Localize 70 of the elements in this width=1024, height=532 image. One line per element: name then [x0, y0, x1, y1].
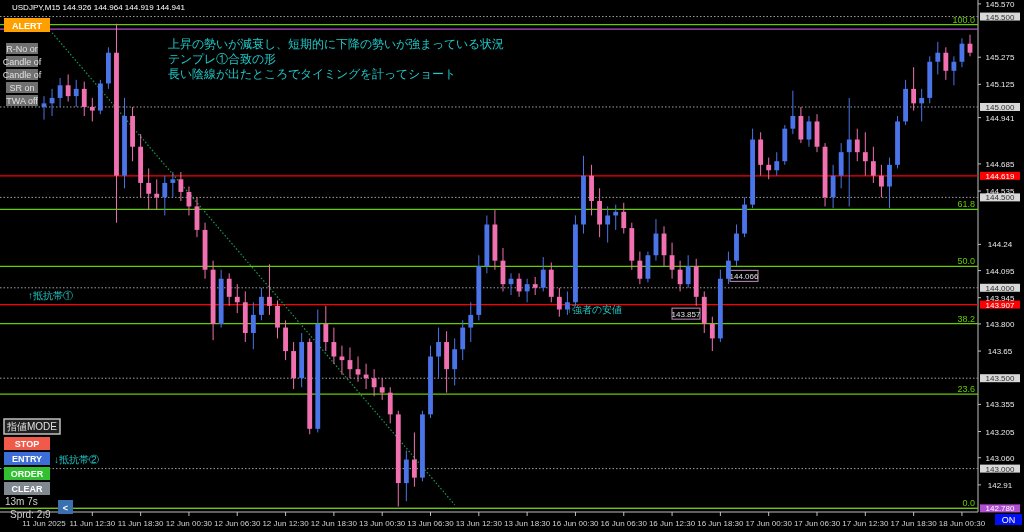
- ref-line-label: 144.619: [985, 171, 1016, 181]
- y-tick-label: 143.945: [985, 293, 1016, 303]
- annotation: ENTRY: [11, 454, 43, 464]
- chart-title: USDJPY,M15 144.926 144.964 144.919 144.941: [12, 3, 186, 12]
- text: 13m 7s: [5, 496, 38, 507]
- x-tick-label: 11 Jun 12:30: [69, 519, 116, 528]
- ref-line-label: 100.0: [952, 14, 975, 25]
- y-tick-label: 143.060: [985, 453, 1016, 463]
- x-tick-label: 17 Jun 06:30: [793, 519, 841, 528]
- annotation: ↑強者の安値: [567, 304, 622, 315]
- text: TWA off: [6, 96, 39, 106]
- text: SR on: [9, 83, 35, 93]
- ref-line-label: 61.8: [957, 199, 975, 210]
- ref-line-label: 143.907: [985, 300, 1016, 310]
- y-tick-label: 145.125: [985, 80, 1016, 90]
- text: ON: [1001, 515, 1016, 525]
- y-tick-label: 142.91: [987, 480, 1013, 490]
- x-tick-label: 12 Jun 18:30: [310, 519, 358, 528]
- ref-line-label: 145.000: [985, 102, 1016, 112]
- text: STOP: [14, 439, 40, 449]
- ref-line-label: 23.6: [957, 384, 975, 395]
- ref-line-label: 144.000: [985, 283, 1016, 293]
- x-tick-label: 12 Jun 00:30: [165, 519, 213, 528]
- x-tick-label: 16 Jun 18:30: [697, 519, 745, 528]
- ref-line-label: 0.0: [962, 498, 975, 509]
- y-tick-label: 145.275: [985, 53, 1016, 63]
- x-tick-label: 13 Jun 18:30: [504, 519, 551, 528]
- x-tick-label: 18 Jun 00:30: [938, 519, 986, 528]
- annotation: <: [62, 502, 69, 513]
- annotation: ↑抵抗帯①: [28, 290, 73, 301]
- annotation: テンプレ①合致の形: [168, 52, 276, 66]
- x-tick-label: 16 Jun 12:30: [648, 519, 696, 528]
- ref-line-label: 143.500: [985, 374, 1016, 384]
- y-tick-label: 143.355: [985, 400, 1016, 410]
- x-tick-label: 13 Jun 12:30: [455, 519, 503, 528]
- x-tick-label: 12 Jun 06:30: [214, 519, 261, 528]
- y-tick-label: 143.205: [985, 427, 1016, 437]
- annotation: 指値MODE: [6, 421, 58, 432]
- annotation: 上昇の勢いが減衰し、短期的に下降の勢いが強まっている状況: [168, 37, 504, 51]
- x-tick-label: 17 Jun 00:30: [745, 519, 793, 528]
- x-tick-label: 11 Jun 2025: [22, 519, 67, 528]
- ref-line-label: 50.0: [957, 256, 975, 267]
- y-tick-label: 143.800: [985, 319, 1016, 329]
- y-tick-label: 144.24: [987, 240, 1013, 250]
- annotation: ORDER: [10, 469, 44, 479]
- y-tick-label: 144.941: [985, 113, 1016, 123]
- ref-line-label: 38.2: [957, 313, 975, 324]
- x-tick-label: 12 Jun 12:30: [262, 519, 310, 528]
- ref-line-label: 143.000: [985, 464, 1016, 474]
- annotation: ALERT: [12, 20, 43, 31]
- x-tick-label: 17 Jun 18:30: [890, 519, 938, 528]
- x-tick-label: 17 Jun 12:30: [842, 519, 889, 528]
- y-tick-label: 143.65: [987, 347, 1013, 357]
- text: R-No or: [6, 44, 38, 54]
- annotation: CLEAR: [11, 484, 43, 494]
- annotation: 長い陰線が出たところでタイミングを計ってショート: [168, 67, 456, 81]
- y-tick-label: 145.570: [985, 0, 1016, 9]
- x-tick-label: 16 Jun 06:30: [600, 519, 648, 528]
- ref-line-label: 145.500: [985, 12, 1016, 22]
- annotation: 143.857: [671, 309, 702, 319]
- ref-line-label: 144.500: [985, 193, 1016, 203]
- ref-line-label: 142.780: [985, 504, 1016, 514]
- x-tick-label: 13 Jun 06:30: [407, 519, 455, 528]
- x-tick-label: 13 Jun 00:30: [359, 519, 406, 528]
- x-tick-label: 16 Jun 00:30: [552, 519, 600, 528]
- y-tick-label: 144.685: [985, 159, 1016, 169]
- annotation: ↓抵抗帯②: [54, 454, 99, 465]
- y-tick-label: 144.095: [985, 266, 1016, 276]
- annotation: Sprd: 2.9: [10, 509, 52, 520]
- x-tick-label: 11 Jun 18:30: [117, 519, 165, 528]
